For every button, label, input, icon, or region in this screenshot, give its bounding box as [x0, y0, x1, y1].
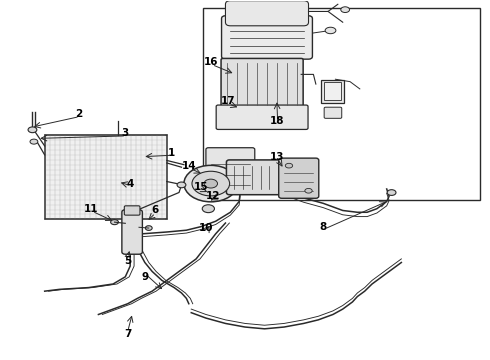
Ellipse shape — [192, 171, 230, 196]
Text: 3: 3 — [122, 129, 129, 138]
Bar — [45, 135, 167, 220]
FancyBboxPatch shape — [122, 210, 143, 254]
FancyBboxPatch shape — [206, 148, 255, 194]
Bar — [203, 8, 480, 200]
Text: 9: 9 — [141, 272, 148, 282]
Ellipse shape — [285, 163, 293, 168]
Text: 15: 15 — [194, 182, 208, 192]
Text: 17: 17 — [220, 96, 235, 106]
Ellipse shape — [177, 182, 186, 188]
Ellipse shape — [204, 179, 218, 188]
Ellipse shape — [341, 7, 349, 13]
Ellipse shape — [387, 190, 396, 195]
FancyBboxPatch shape — [226, 160, 289, 195]
Ellipse shape — [325, 27, 336, 34]
Text: 1: 1 — [168, 148, 175, 158]
Text: 14: 14 — [181, 161, 196, 171]
Text: 11: 11 — [84, 204, 98, 214]
FancyBboxPatch shape — [225, 1, 309, 26]
FancyBboxPatch shape — [324, 107, 342, 118]
Ellipse shape — [184, 165, 238, 202]
Text: 2: 2 — [75, 109, 82, 119]
Text: 8: 8 — [319, 222, 327, 231]
Text: 10: 10 — [198, 224, 213, 233]
Ellipse shape — [146, 226, 152, 230]
Text: 6: 6 — [151, 206, 158, 216]
Bar — [321, 80, 344, 103]
Ellipse shape — [111, 220, 119, 225]
Ellipse shape — [202, 205, 215, 213]
Ellipse shape — [305, 188, 312, 193]
Text: 16: 16 — [203, 57, 218, 67]
FancyBboxPatch shape — [216, 105, 308, 130]
Ellipse shape — [28, 127, 37, 133]
Text: 18: 18 — [270, 116, 284, 126]
FancyBboxPatch shape — [221, 58, 303, 110]
Text: 4: 4 — [126, 179, 134, 189]
FancyBboxPatch shape — [124, 206, 140, 215]
Text: 5: 5 — [124, 256, 131, 266]
FancyBboxPatch shape — [279, 158, 319, 198]
Text: 12: 12 — [206, 191, 220, 201]
Bar — [324, 82, 341, 100]
FancyBboxPatch shape — [221, 16, 313, 59]
Text: 7: 7 — [124, 329, 131, 339]
Ellipse shape — [30, 139, 38, 144]
Text: 13: 13 — [270, 152, 284, 162]
